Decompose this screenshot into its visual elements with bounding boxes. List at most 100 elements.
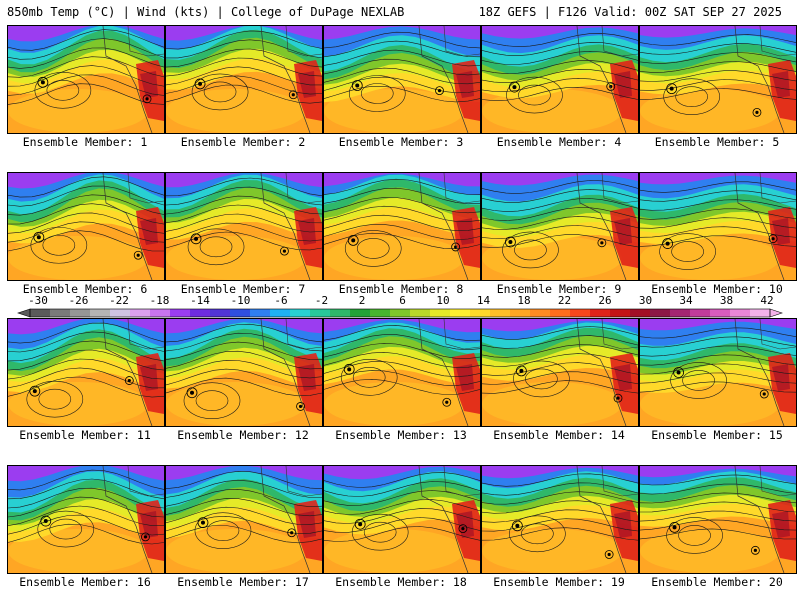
colorbar-tick-label: -26 xyxy=(69,294,89,307)
colorbar-swatch xyxy=(730,309,751,317)
colorbar-swatch xyxy=(310,309,331,317)
ensemble-member-label: Ensemble Member: 9 xyxy=(496,282,622,296)
ensemble-map-panel xyxy=(7,465,165,574)
ensemble-member-label: Ensemble Member: 5 xyxy=(654,135,780,149)
colorbar-tick-label: -6 xyxy=(274,294,287,307)
colorbar-swatch xyxy=(670,309,691,317)
ensemble-member-label: Ensemble Member: 1 xyxy=(22,135,148,149)
colorbar-swatch xyxy=(230,309,251,317)
colorbar-tick-label: 2 xyxy=(359,294,366,307)
colorbar-swatch xyxy=(430,309,451,317)
colorbar-tick-label: 38 xyxy=(720,294,733,307)
ensemble-map-panel xyxy=(323,318,481,427)
run-valid-time: 18Z GEFS | F126 Valid: 00Z SAT SEP 27 20… xyxy=(478,5,782,19)
colorbar-swatch xyxy=(90,309,111,317)
colorbar-swatch xyxy=(210,309,231,317)
colorbar-tick-label: 10 xyxy=(436,294,449,307)
ensemble-map-panel xyxy=(165,465,323,574)
colorbar-swatch xyxy=(650,309,671,317)
ensemble-member-label: Ensemble Member: 12 xyxy=(177,428,309,442)
ensemble-map-panel xyxy=(481,172,639,281)
ensemble-member-label: Ensemble Member: 4 xyxy=(496,135,622,149)
colorbar-swatch xyxy=(170,309,191,317)
colorbar-swatch xyxy=(290,309,311,317)
colorbar-tick-label: -22 xyxy=(109,294,129,307)
colorbar-tick-label: -30 xyxy=(28,294,48,307)
ensemble-map-panel xyxy=(7,172,165,281)
colorbar-swatch xyxy=(550,309,571,317)
colorbar-swatch xyxy=(370,309,391,317)
ensemble-map-panel xyxy=(639,172,797,281)
ensemble-member-label: Ensemble Member: 2 xyxy=(180,135,306,149)
colorbar-tick-label: 22 xyxy=(558,294,571,307)
ensemble-member-label: Ensemble Member: 10 xyxy=(651,282,783,296)
colorbar-tick-label: 34 xyxy=(679,294,693,307)
colorbar-tick-label: -14 xyxy=(190,294,210,307)
colorbar-tick-label: -2 xyxy=(315,294,328,307)
colorbar-swatch xyxy=(130,309,151,317)
ensemble-member-label: Ensemble Member: 8 xyxy=(338,282,464,296)
ensemble-map-panel xyxy=(639,25,797,134)
colorbar-tick-label: 14 xyxy=(477,294,491,307)
colorbar-tick-label: 30 xyxy=(639,294,652,307)
ensemble-map-panel xyxy=(165,25,323,134)
ensemble-map-panel xyxy=(165,318,323,427)
colorbar-min-arrow xyxy=(17,308,31,318)
ensemble-member-label: Ensemble Member: 6 xyxy=(22,282,148,296)
colorbar-swatch xyxy=(110,309,131,317)
ensemble-map-panel xyxy=(481,318,639,427)
ensemble-map-panel xyxy=(481,465,639,574)
ensemble-member-label: Ensemble Member: 19 xyxy=(493,575,625,589)
colorbar-swatch xyxy=(570,309,591,317)
ensemble-member-label: Ensemble Member: 16 xyxy=(19,575,151,589)
ensemble-member-label: Ensemble Member: 18 xyxy=(335,575,467,589)
ensemble-map-panel xyxy=(323,172,481,281)
ensemble-member-label: Ensemble Member: 14 xyxy=(493,428,625,442)
colorbar-swatch xyxy=(630,309,651,317)
colorbar-swatch xyxy=(410,309,431,317)
ensemble-map-panel xyxy=(7,25,165,134)
colorbar-swatch xyxy=(350,309,371,317)
colorbar-tick-label: 6 xyxy=(399,294,406,307)
colorbar-swatch xyxy=(30,309,51,317)
colorbar-swatch xyxy=(470,309,491,317)
colorbar-swatch xyxy=(390,309,411,317)
colorbar-tick-label: 42 xyxy=(760,294,773,307)
colorbar-tick-label: 26 xyxy=(598,294,611,307)
ensemble-member-label: Ensemble Member: 7 xyxy=(180,282,306,296)
ensemble-member-label: Ensemble Member: 11 xyxy=(19,428,151,442)
colorbar-swatch xyxy=(70,309,91,317)
ensemble-member-label: Ensemble Member: 13 xyxy=(335,428,467,442)
ensemble-map-panel xyxy=(323,25,481,134)
temperature-colorbar: -30 -26 -22 -18 -14 -10 -6 -2 2 6 10 14 18 22 26 30 34 38… xyxy=(17,294,783,318)
ensemble-member-label: Ensemble Member: 3 xyxy=(338,135,464,149)
colorbar-swatch xyxy=(330,309,351,317)
colorbar-swatch xyxy=(490,309,511,317)
ensemble-member-label: Ensemble Member: 20 xyxy=(651,575,783,589)
ensemble-map-panel xyxy=(481,25,639,134)
colorbar-tick-label: -10 xyxy=(231,294,251,307)
colorbar-swatch xyxy=(750,309,771,317)
colorbar-swatch xyxy=(450,309,471,317)
colorbar-swatch xyxy=(690,309,711,317)
colorbar-tick-label: 18 xyxy=(517,294,530,307)
ensemble-member-label: Ensemble Member: 15 xyxy=(651,428,783,442)
colorbar-swatch xyxy=(510,309,531,317)
colorbar-swatch xyxy=(530,309,551,317)
ensemble-map-panel xyxy=(7,318,165,427)
chart-title: 850mb Temp (°C) | Wind (kts) | College o… xyxy=(7,5,405,19)
ensemble-member-label: Ensemble Member: 17 xyxy=(177,575,309,589)
colorbar-swatch xyxy=(50,309,71,317)
colorbar-swatch xyxy=(190,309,211,317)
ensemble-map-panel xyxy=(639,465,797,574)
ensemble-map-panel xyxy=(323,465,481,574)
ensemble-map-panel xyxy=(639,318,797,427)
ensemble-map-panel xyxy=(165,172,323,281)
colorbar-tick-label: -18 xyxy=(150,294,170,307)
colorbar-swatch xyxy=(710,309,731,317)
colorbar-swatch xyxy=(250,309,271,317)
colorbar-max-arrow xyxy=(769,308,783,318)
colorbar-swatch xyxy=(610,309,631,317)
colorbar-swatch xyxy=(270,309,291,317)
colorbar-swatch xyxy=(150,309,171,317)
